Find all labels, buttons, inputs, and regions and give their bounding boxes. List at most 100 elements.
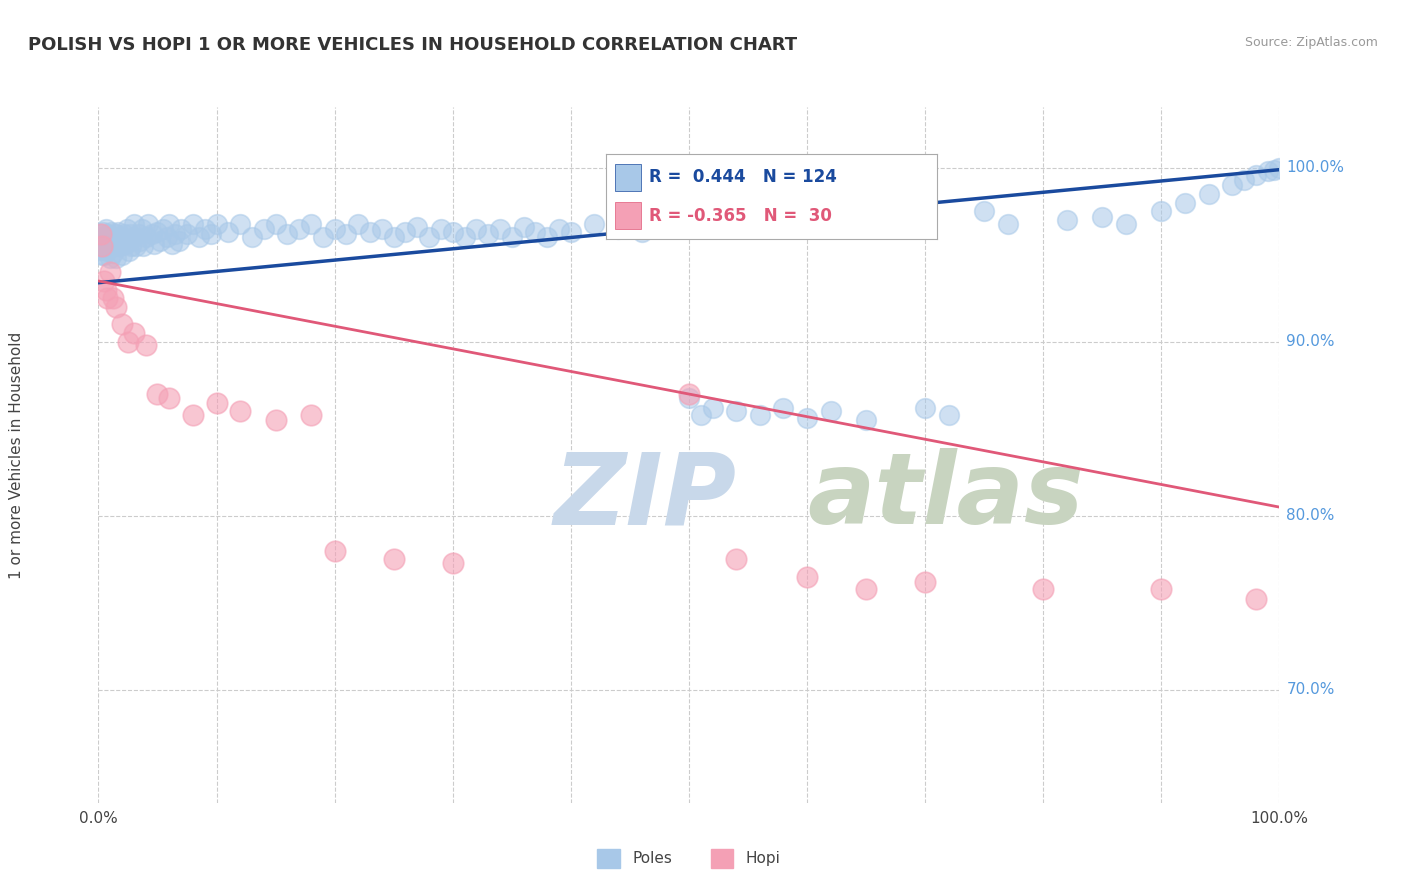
Point xyxy=(938,408,960,422)
Point xyxy=(142,237,165,252)
Point xyxy=(160,237,183,252)
Point xyxy=(152,222,174,236)
Point xyxy=(1244,592,1267,607)
Point xyxy=(176,227,198,241)
Point xyxy=(323,543,346,558)
Point xyxy=(702,401,724,415)
Point xyxy=(157,391,180,405)
Point xyxy=(1056,213,1078,227)
Point xyxy=(117,234,139,248)
Point xyxy=(115,222,138,236)
Point xyxy=(136,217,159,231)
Point xyxy=(103,230,125,244)
Point xyxy=(149,234,172,248)
Point xyxy=(200,227,222,241)
Point xyxy=(678,387,700,401)
Point xyxy=(110,230,132,244)
Point xyxy=(240,230,263,244)
Point xyxy=(725,552,748,566)
Point xyxy=(524,225,547,239)
Point xyxy=(97,227,120,241)
Point xyxy=(100,234,122,248)
Point xyxy=(93,274,115,288)
Point xyxy=(382,552,405,566)
Text: 80.0%: 80.0% xyxy=(1286,508,1334,524)
Point xyxy=(165,227,187,241)
Text: R =  0.444   N = 124: R = 0.444 N = 124 xyxy=(650,169,837,186)
Point xyxy=(105,227,128,241)
Point xyxy=(141,227,163,241)
Point xyxy=(914,574,936,589)
Point xyxy=(394,225,416,239)
Point xyxy=(229,217,252,231)
Point xyxy=(276,227,298,241)
Text: 100.0%: 100.0% xyxy=(1286,161,1344,176)
Text: Source: ZipAtlas.com: Source: ZipAtlas.com xyxy=(1244,36,1378,49)
Point xyxy=(371,222,394,236)
Point xyxy=(855,582,877,596)
Point xyxy=(128,234,150,248)
Point xyxy=(299,217,322,231)
Point xyxy=(122,230,145,244)
Point xyxy=(96,291,118,305)
Point xyxy=(94,239,117,253)
Point xyxy=(678,391,700,405)
Point xyxy=(131,222,153,236)
Text: R = -0.365   N =  30: R = -0.365 N = 30 xyxy=(650,207,832,225)
Point xyxy=(98,265,121,279)
Point xyxy=(1257,164,1279,178)
Point xyxy=(820,404,842,418)
Point xyxy=(107,225,129,239)
Point xyxy=(114,237,136,252)
Point xyxy=(855,413,877,427)
Point xyxy=(97,237,120,252)
Point xyxy=(96,244,118,259)
Point xyxy=(157,217,180,231)
Point xyxy=(122,217,145,231)
Point xyxy=(359,225,381,239)
Text: atlas: atlas xyxy=(807,448,1084,545)
Point xyxy=(170,222,193,236)
Point xyxy=(167,234,190,248)
Point xyxy=(90,227,112,241)
Point xyxy=(93,230,115,244)
Point xyxy=(108,239,131,253)
Point xyxy=(1233,173,1256,187)
Point xyxy=(181,217,204,231)
Point xyxy=(418,230,440,244)
Point xyxy=(489,222,512,236)
Point xyxy=(748,408,770,422)
Point xyxy=(156,230,179,244)
Point xyxy=(323,222,346,236)
Point xyxy=(536,230,558,244)
Bar xyxy=(614,164,641,191)
Point xyxy=(607,222,630,236)
Point xyxy=(1263,162,1285,177)
Point xyxy=(1115,217,1137,231)
Point xyxy=(288,222,311,236)
Point xyxy=(689,408,711,422)
Point xyxy=(90,227,112,241)
Point xyxy=(121,239,143,253)
Point xyxy=(181,408,204,422)
Point xyxy=(630,225,652,239)
Point xyxy=(477,227,499,241)
Point xyxy=(122,326,145,340)
Point xyxy=(914,401,936,415)
Point xyxy=(430,222,453,236)
Point xyxy=(441,556,464,570)
Point xyxy=(205,395,228,409)
Point xyxy=(560,225,582,239)
Point xyxy=(101,291,124,305)
Point xyxy=(111,248,134,262)
Point xyxy=(1198,187,1220,202)
Text: ZIP: ZIP xyxy=(553,448,737,545)
Point xyxy=(1244,168,1267,182)
Point xyxy=(101,246,124,260)
Point xyxy=(796,411,818,425)
Point xyxy=(104,239,127,253)
Point xyxy=(312,230,335,244)
Point xyxy=(120,227,142,241)
Point xyxy=(94,222,117,236)
Point xyxy=(100,225,122,239)
